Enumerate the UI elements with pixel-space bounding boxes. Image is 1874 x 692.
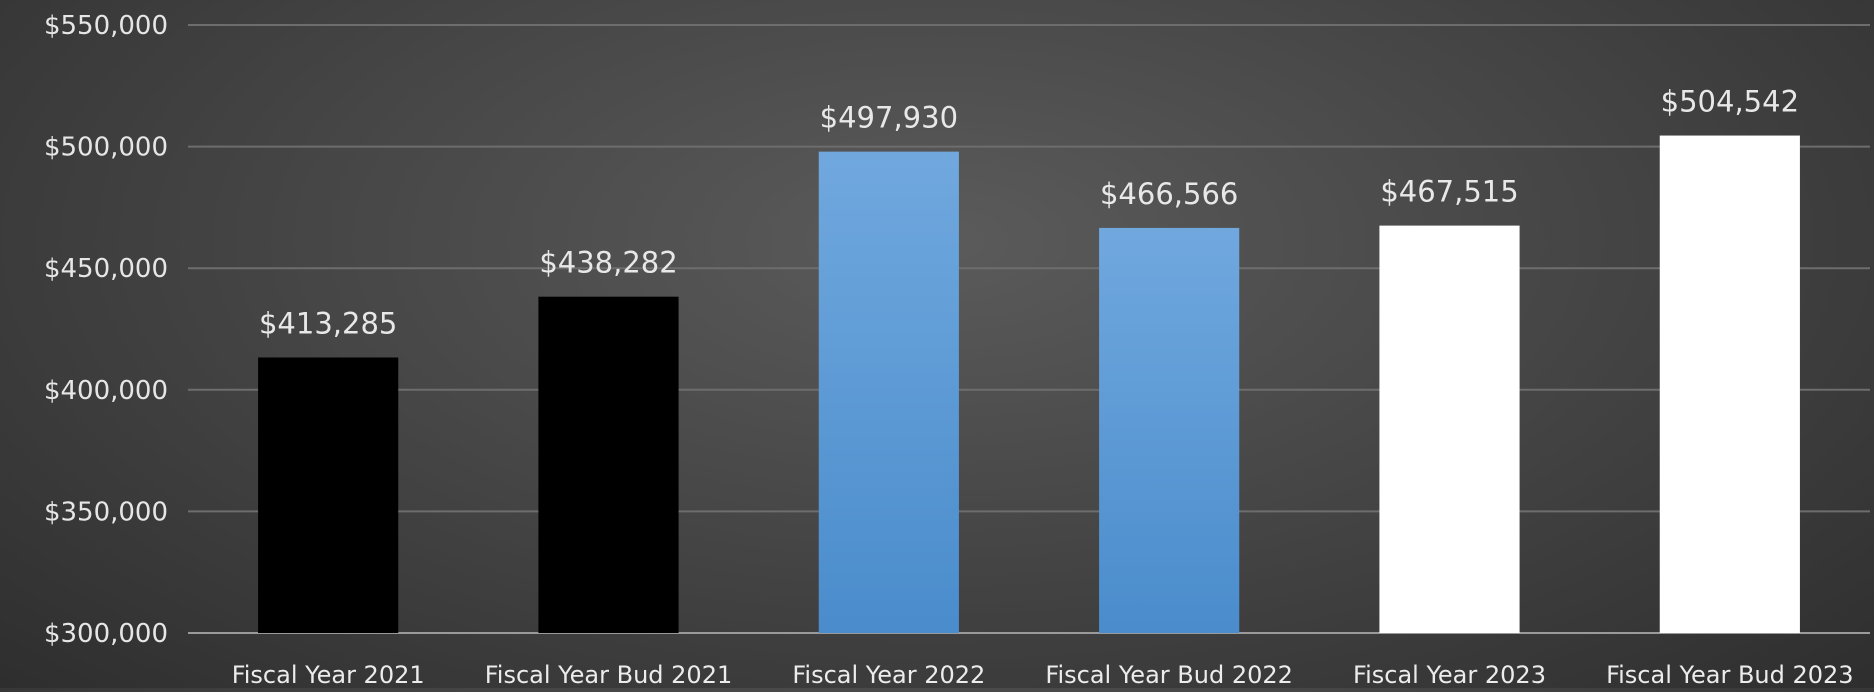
bars: [258, 135, 1800, 633]
data-label: $504,542: [1661, 85, 1799, 119]
y-tick-label: $500,000: [44, 133, 168, 163]
bar: [1379, 225, 1520, 633]
data-label: $467,515: [1380, 175, 1518, 209]
x-tick-label: Fiscal Year Bud 2022: [1045, 661, 1293, 688]
data-label: $497,930: [820, 101, 958, 135]
y-tick-label: $450,000: [44, 254, 168, 284]
bar: [1659, 135, 1800, 633]
y-tick-label: $300,000: [44, 619, 168, 649]
gridlines: [188, 24, 1870, 634]
data-label: $466,566: [1100, 177, 1238, 211]
bar: [258, 357, 399, 633]
x-tick-label: Fiscal Year Bud 2021: [485, 661, 733, 688]
bar: [538, 296, 679, 633]
bar: [1099, 227, 1240, 633]
data-labels: $413,285 $438,282 $497,930 $466,566 $467,515…: [259, 85, 1799, 341]
bar: [818, 151, 959, 633]
data-label: $438,282: [539, 246, 677, 280]
x-tick-label: Fiscal Year 2023: [1353, 661, 1546, 688]
y-tick-label: $350,000: [44, 497, 168, 527]
data-label: $413,285: [259, 306, 397, 340]
x-tick-label: Fiscal Year 2021: [232, 661, 425, 688]
y-tick-label: $550,000: [44, 11, 168, 41]
x-tick-label: Fiscal Year 2022: [792, 661, 985, 688]
x-tick-label: Fiscal Year Bud 2023: [1606, 661, 1854, 688]
y-tick-label: $400,000: [44, 376, 168, 406]
x-axis-tick-labels: Fiscal Year 2021 Fiscal Year Bud 2021 Fisc…: [232, 661, 1854, 689]
y-axis-tick-labels: $300,000 $350,000 $400,000 $450,000 $500,000…: [44, 11, 168, 649]
